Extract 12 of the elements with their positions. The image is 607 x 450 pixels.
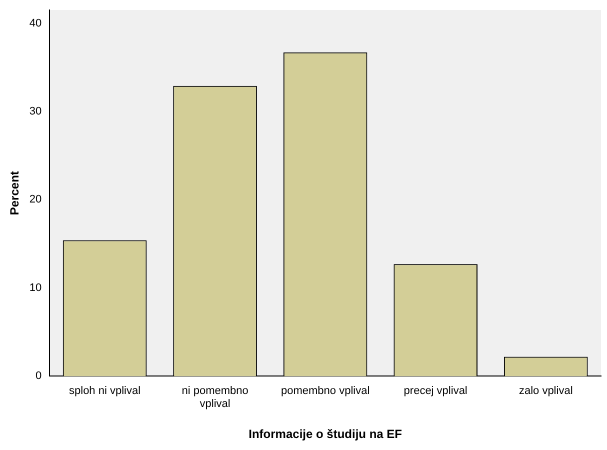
y-axis-title: Percent [8, 171, 22, 216]
x-tick-label: zalo vplival [518, 384, 573, 397]
x-tick-label: precej vplival [404, 384, 468, 397]
y-tick-label: 20 [29, 194, 42, 206]
x-tick-label: sploh ni vplival [69, 384, 141, 397]
x-axis-title: Informacije o študiju na EF [248, 427, 402, 442]
x-tick-label: pomembno vplival [280, 384, 370, 397]
y-tick-label: 10 [29, 282, 42, 294]
x-tick-label: ni pomembno vplival [182, 384, 248, 410]
y-tick-label: 0 [36, 370, 42, 382]
y-tick-label: 40 [29, 17, 42, 30]
y-tick-label: 30 [29, 106, 42, 118]
